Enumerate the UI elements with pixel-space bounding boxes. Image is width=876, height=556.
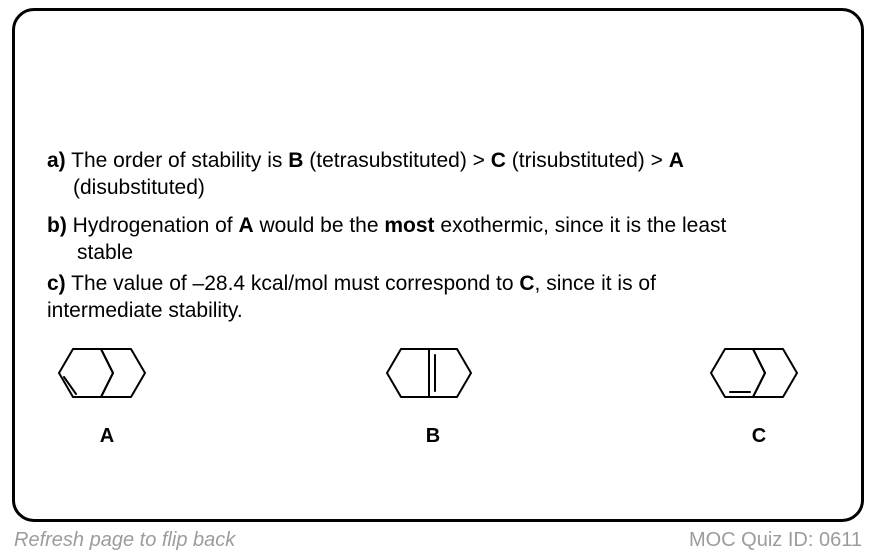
structure-c-label: C: [752, 425, 766, 448]
molecule-c-icon: [699, 333, 819, 411]
answer-a: a) The order of stability is B (tetrasub…: [47, 147, 829, 202]
answer-b-t3: exothermic, since it is the least: [435, 214, 727, 237]
answer-a-prefix: a): [47, 149, 66, 172]
answer-a-b3: A: [669, 149, 684, 172]
answer-b-b2: most: [384, 214, 434, 237]
answers-block: a) The order of stability is B (tetrasub…: [47, 147, 829, 325]
answer-b-b1: A: [238, 214, 253, 237]
structure-a-label: A: [100, 425, 114, 448]
answer-b-t1: Hydrogenation of: [67, 214, 239, 237]
answer-a-t1: The order of stability is: [66, 149, 289, 172]
answer-b-t2: would be the: [254, 214, 385, 237]
answer-c-b1: C: [519, 272, 534, 295]
structure-b-label: B: [426, 425, 440, 448]
structure-a: A: [47, 333, 167, 448]
answer-a-t3: (trisubstituted) >: [506, 149, 669, 172]
answer-c-prefix: c): [47, 272, 66, 295]
answer-a-t2: (tetrasubstituted) >: [303, 149, 490, 172]
answer-a-line2: (disubstituted): [47, 174, 829, 201]
answer-a-b2: C: [491, 149, 506, 172]
answer-c-t1: The value of –28.4 kcal/mol must corresp…: [66, 272, 520, 295]
answer-c-t2: , since it is of: [535, 272, 656, 295]
molecule-a-icon: [47, 333, 167, 411]
answer-b-line2: stable: [47, 239, 829, 266]
quiz-card: a) The order of stability is B (tetrasub…: [12, 8, 864, 522]
answer-a-b1: B: [288, 149, 303, 172]
structure-c: C: [699, 333, 819, 448]
footer-quiz-id: MOC Quiz ID: 0611: [689, 529, 862, 552]
footer: Refresh page to flip back MOC Quiz ID: 0…: [14, 529, 862, 552]
answer-b: b) Hydrogenation of A would be the most …: [47, 212, 829, 267]
structures-row: A B: [47, 333, 829, 448]
footer-refresh-hint: Refresh page to flip back: [14, 529, 235, 552]
answer-c: c) The value of –28.4 kcal/mol must corr…: [47, 270, 829, 325]
molecule-b-icon: [373, 333, 493, 411]
answer-c-line2: intermediate stability.: [47, 297, 829, 324]
answer-b-prefix: b): [47, 214, 67, 237]
structure-b: B: [373, 333, 493, 448]
